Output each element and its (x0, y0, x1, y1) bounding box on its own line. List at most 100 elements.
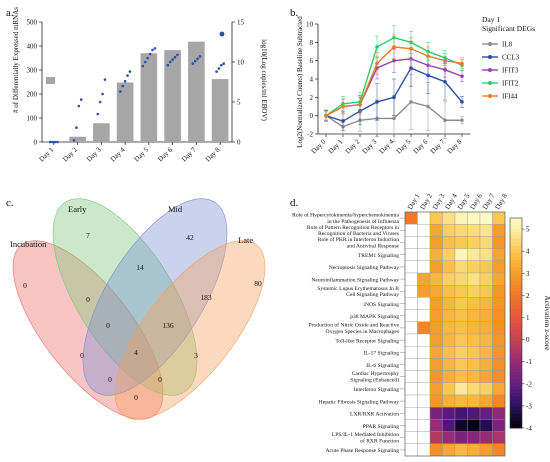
b-legend-swatch-dot (488, 68, 492, 72)
a-xtick-label: Day 3 (85, 145, 103, 163)
d-row-label: Toll-like Receptor Signaling (335, 338, 399, 344)
a-xtick-label: Day 4 (109, 145, 127, 163)
d-heatmap-cell (417, 346, 431, 359)
d-heatmap-cell (492, 309, 506, 322)
b-xtick-label: Day 4 (378, 137, 396, 155)
d-heatmap-cell (479, 285, 493, 298)
d-colorbar-segment (510, 358, 522, 362)
c-region-count: 14 (136, 263, 144, 272)
d-heatmap-cell (429, 224, 443, 237)
d-heatmap-cell (492, 297, 506, 310)
panel-d-label: d. (290, 197, 299, 209)
panel-b-label: b. (290, 7, 299, 19)
b-series-point (443, 58, 447, 63)
d-heatmap-cell (479, 260, 493, 274)
d-heatmap-cell (404, 382, 418, 396)
d-row-label-line: LPS/IL-1 Mediated Inhibition (332, 432, 399, 438)
d-heatmap-cell (454, 285, 468, 298)
d-heatmap-cell (429, 333, 443, 347)
d-heatmap-cell (479, 211, 493, 225)
a-y2tick-label: 0 (237, 139, 241, 147)
d-colorbar-segment (510, 291, 522, 296)
d-heatmap-cell (442, 211, 456, 225)
d-heatmap-cell (454, 248, 468, 261)
panel-b: b. Log2(Normalized Counts) Baseline Subt… (290, 7, 535, 155)
d-row-label-line: iNOS Signaling (363, 302, 399, 308)
d-colorbar-segment (510, 389, 522, 394)
d-heatmap-cell (404, 321, 418, 335)
b-ytick-label: 10 (306, 21, 314, 29)
a-y2tick-label: 15 (237, 19, 245, 27)
d-colorbar-tick-label: 5 (526, 226, 530, 234)
d-heatmap-cell (467, 431, 481, 444)
d-row-label-line: of RXR Function (360, 438, 399, 445)
d-heatmap-cell (429, 236, 443, 249)
c-region-count: 42 (186, 233, 194, 242)
d-heatmap-cell (404, 224, 418, 237)
b-series-point (460, 100, 464, 104)
d-heatmap-cell (417, 248, 431, 261)
b-series-point (341, 119, 345, 123)
d-heatmap-cell (479, 321, 493, 335)
a-legend-dot-swatch (219, 31, 225, 37)
d-heatmap-cell (492, 370, 506, 383)
a-viral-point (166, 63, 170, 67)
a-y2tick-label: 10 (237, 59, 245, 67)
a-viral-point (53, 140, 57, 144)
a-viral-point (146, 56, 149, 60)
d-heatmap-cell (417, 260, 431, 274)
d-heatmap-cell (442, 321, 456, 335)
d-heatmap-cell (442, 358, 456, 371)
d-heatmap-cell (429, 260, 443, 274)
a-viral-point (168, 60, 172, 64)
d-heatmap-cell (442, 272, 456, 286)
d-heatmap-cell (479, 382, 493, 396)
d-heatmap-cell (404, 272, 418, 286)
d-colorbar-segment (510, 267, 522, 271)
d-heatmap-cell (454, 211, 468, 225)
b-series-point (341, 104, 345, 109)
d-heatmap-cell (479, 333, 493, 347)
d-heatmap-cell (454, 224, 468, 237)
b-series-point (375, 100, 379, 104)
d-colorbar-segment (510, 316, 522, 320)
d-heatmap-cell (492, 248, 506, 261)
d-heatmap-cell (429, 382, 443, 396)
d-colorbar-segment (510, 340, 522, 345)
panel-a-dots (48, 47, 226, 144)
d-heatmap-cell (417, 370, 431, 383)
a-bar (116, 82, 134, 142)
d-colorbar-tick-label: -3 (526, 402, 532, 410)
d-colorbar-segment (510, 375, 522, 380)
d-heatmap-cell (467, 407, 481, 420)
d-colorbar-segment (510, 274, 522, 278)
panel-c-label: c. (6, 197, 14, 209)
d-heatmap-cell (417, 297, 431, 310)
a-viral-point (56, 140, 59, 144)
b-series-point (460, 61, 464, 66)
a-viral-point (176, 53, 179, 57)
d-colorbar-segment (510, 281, 522, 285)
a-ytick-label: 400 (27, 43, 38, 51)
d-row-label: LXR/RXR Activation (350, 412, 399, 418)
d-heatmap-cell (417, 333, 431, 347)
d-row-label: Role of Pattern Recognition Receptors in… (307, 224, 399, 237)
d-heatmap-cell (404, 419, 418, 432)
b-series-point (426, 54, 430, 58)
d-heatmap-cell (429, 370, 443, 383)
d-heatmap-cell (479, 443, 493, 457)
b-ytick-label: 2 (310, 94, 314, 102)
b-legend-swatch-dot (488, 42, 492, 46)
d-colorbar-segment (510, 288, 522, 292)
b-series-point (375, 45, 379, 49)
d-colorbar-segment (510, 382, 522, 387)
a-ytick-label: 200 (27, 91, 38, 99)
a-ytick-label: 100 (27, 115, 38, 123)
a-xtick-label: Day 6 (156, 145, 174, 163)
d-colorbar-segment (510, 302, 522, 306)
d-row-label-line: TREM1 Signaling (358, 253, 399, 259)
d-colorbar-segment (510, 309, 522, 313)
d-heatmap-cell (429, 297, 443, 310)
a-viral-point (98, 100, 102, 104)
